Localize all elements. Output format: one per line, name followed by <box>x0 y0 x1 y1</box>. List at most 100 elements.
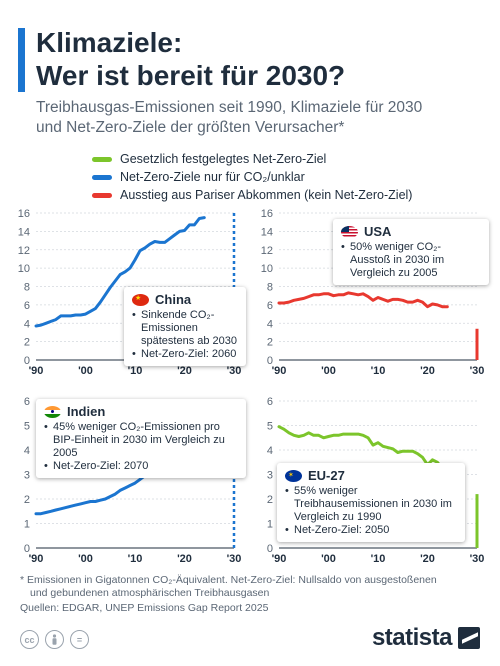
y-tick-label: 12 <box>261 245 273 257</box>
x-tick-label: '10 <box>371 553 386 565</box>
y-tick-label: 5 <box>24 421 30 433</box>
y-tick-label: 0 <box>267 355 273 367</box>
x-tick-label: '30 <box>227 365 242 377</box>
info-box-india: Indien 45% weniger CO₂-Emissionen pro BI… <box>36 399 246 478</box>
y-tick-label: 14 <box>261 226 273 238</box>
y-tick-label: 1 <box>24 519 30 531</box>
x-tick-label: '10 <box>128 365 143 377</box>
y-tick-label: 4 <box>267 445 273 457</box>
india-flag-icon <box>44 405 61 418</box>
legend-swatch-red <box>92 192 112 198</box>
y-tick-label: 10 <box>18 263 30 275</box>
cc-icon[interactable]: cc <box>20 630 39 649</box>
y-tick-label: 16 <box>261 208 273 220</box>
y-tick-label: 16 <box>18 208 30 220</box>
legend-swatch-blue <box>92 174 112 180</box>
brand-name: statista <box>371 624 453 651</box>
x-tick-label: '20 <box>177 365 192 377</box>
person-icon <box>52 634 57 645</box>
info-header: USA <box>341 225 481 238</box>
legend-label: Ausstieg aus Pariser Abkommen (kein Net-… <box>120 188 413 202</box>
info-country: USA <box>364 224 392 239</box>
footnote-line-1: * Emissionen in Gigatonnen CO₂-Äquivalen… <box>20 574 437 586</box>
usa-flag-icon <box>341 225 358 238</box>
x-tick-label: '90 <box>29 553 44 565</box>
x-tick-label: '30 <box>470 365 485 377</box>
china-flag-icon: ★ <box>132 293 149 306</box>
y-tick-label: 2 <box>267 494 273 506</box>
title-line-1: Klimaziele: <box>36 27 183 58</box>
series-line-usa <box>277 291 449 309</box>
x-tick-label: '00 <box>78 553 93 565</box>
y-tick-label: 1 <box>267 519 273 531</box>
y-tick-label: 6 <box>24 300 30 312</box>
y-tick-label: 6 <box>267 300 273 312</box>
y-tick-label: 2 <box>267 337 273 349</box>
y-tick-label: 0 <box>24 355 30 367</box>
subtitle-line-1: Treibhausgas-Emissionen seit 1990, Klima… <box>36 99 423 116</box>
info-country: Indien <box>67 404 106 419</box>
info-header: ★ China <box>132 293 238 306</box>
legend-item-green: Gesetzlich festgelegtes Net-Zero-Ziel <box>92 150 412 168</box>
chart-usa: 0 2 4 6 8 10 12 14 16 '90 '00 '10 '20 '30 <box>261 208 485 377</box>
legend-swatch-green <box>92 156 112 162</box>
by-icon[interactable] <box>45 630 64 649</box>
legend: Gesetzlich festgelegtes Net-Zero-Ziel Ne… <box>92 150 412 204</box>
x-tick-label: '00 <box>321 365 336 377</box>
chart-panel-india: 0 1 2 3 4 5 6 '90 '00 '10 '20 '30 Indien 45% wenige… <box>12 393 247 565</box>
page-title: Klimaziele: Wer ist bereit für 2030? <box>36 26 486 92</box>
info-header: Indien <box>44 405 238 418</box>
nd-icon[interactable]: = <box>70 630 89 649</box>
footnote-line-2: und gebundenen atmosphärischen Treibhaus… <box>30 587 270 599</box>
x-tick-label: '00 <box>78 365 93 377</box>
info-bullet: Net-Zero-Ziel: 2060 <box>132 348 238 361</box>
info-bullets: 45% weniger CO₂-Emissionen pro BIP-Einhe… <box>44 421 238 473</box>
x-tick-label: '00 <box>321 553 336 565</box>
source-text: Quellen: EDGAR, UNEP Emissions Gap Repor… <box>20 602 269 614</box>
y-tick-label: 2 <box>24 337 30 349</box>
legend-label: Net-Zero-Ziele nur für CO₂/unklar <box>120 170 305 184</box>
statista-logo[interactable]: statista <box>372 624 480 652</box>
info-bullet: 55% weniger Treibhausemissionen in 2030 … <box>285 485 457 524</box>
y-tick-label: 8 <box>267 282 273 294</box>
info-header: ✶ EU-27 <box>285 469 457 482</box>
info-bullet: Sinkende CO₂-Emissionen spätestens ab 20… <box>132 309 238 348</box>
x-tick-label: '20 <box>420 553 435 565</box>
y-tick-label: 3 <box>24 470 30 482</box>
y-tick-label: 2 <box>24 494 30 506</box>
y-tick-label: 0 <box>24 543 30 555</box>
y-tick-label: 0 <box>267 543 273 555</box>
info-bullets: 50% weniger CO₂-Ausstoß in 2030 im Vergl… <box>341 241 481 280</box>
info-country: China <box>155 292 192 307</box>
y-tick-label: 6 <box>267 396 273 408</box>
y-tick-label: 12 <box>18 245 30 257</box>
info-bullets: 55% weniger Treibhausemissionen in 2030 … <box>285 485 457 537</box>
statista-logo-icon <box>458 627 480 649</box>
y-tick-label: 3 <box>267 470 273 482</box>
info-bullet: Net-Zero-Ziel: 2050 <box>285 524 457 537</box>
legend-label: Gesetzlich festgelegtes Net-Zero-Ziel <box>120 152 327 166</box>
info-bullet: 45% weniger CO₂-Emissionen pro BIP-Einhe… <box>44 421 238 460</box>
x-tick-label: '20 <box>420 365 435 377</box>
chart-panel-usa: 0 2 4 6 8 10 12 14 16 '90 '00 '10 '20 '30 USA 50% wen… <box>255 205 490 377</box>
series-line-china <box>34 216 206 328</box>
subtitle-line-2: und Net-Zero-Ziele der größten Verursach… <box>36 119 345 136</box>
info-box-usa: USA 50% weniger CO₂-Ausstoß in 2030 im V… <box>333 219 489 285</box>
info-box-eu: ✶ EU-27 55% weniger Treibhausemissionen … <box>277 463 465 542</box>
x-tick-label: '30 <box>470 553 485 565</box>
legend-item-red: Ausstieg aus Pariser Abkommen (kein Net-… <box>92 186 412 204</box>
info-bullet: 50% weniger CO₂-Ausstoß in 2030 im Vergl… <box>341 241 481 280</box>
title-line-2: Wer ist bereit für 2030? <box>36 60 346 91</box>
legend-item-blue: Net-Zero-Ziele nur für CO₂/unklar <box>92 168 412 186</box>
chart-panel-china: 0 2 4 6 8 10 12 14 16 '90 '00 '10 '20 '30 ★ China Sin… <box>12 205 247 377</box>
footnote: * Emissionen in Gigatonnen CO₂-Äquivalen… <box>20 574 485 600</box>
x-tick-label: '10 <box>128 553 143 565</box>
x-tick-label: '90 <box>272 553 287 565</box>
y-tick-label: 6 <box>24 396 30 408</box>
x-tick-label: '30 <box>227 553 242 565</box>
info-country: EU-27 <box>308 468 345 483</box>
accent-bar <box>18 28 25 92</box>
license-icons[interactable]: cc = <box>20 630 95 649</box>
series-line-eu-27 <box>277 425 449 472</box>
y-tick-label: 4 <box>24 445 30 457</box>
